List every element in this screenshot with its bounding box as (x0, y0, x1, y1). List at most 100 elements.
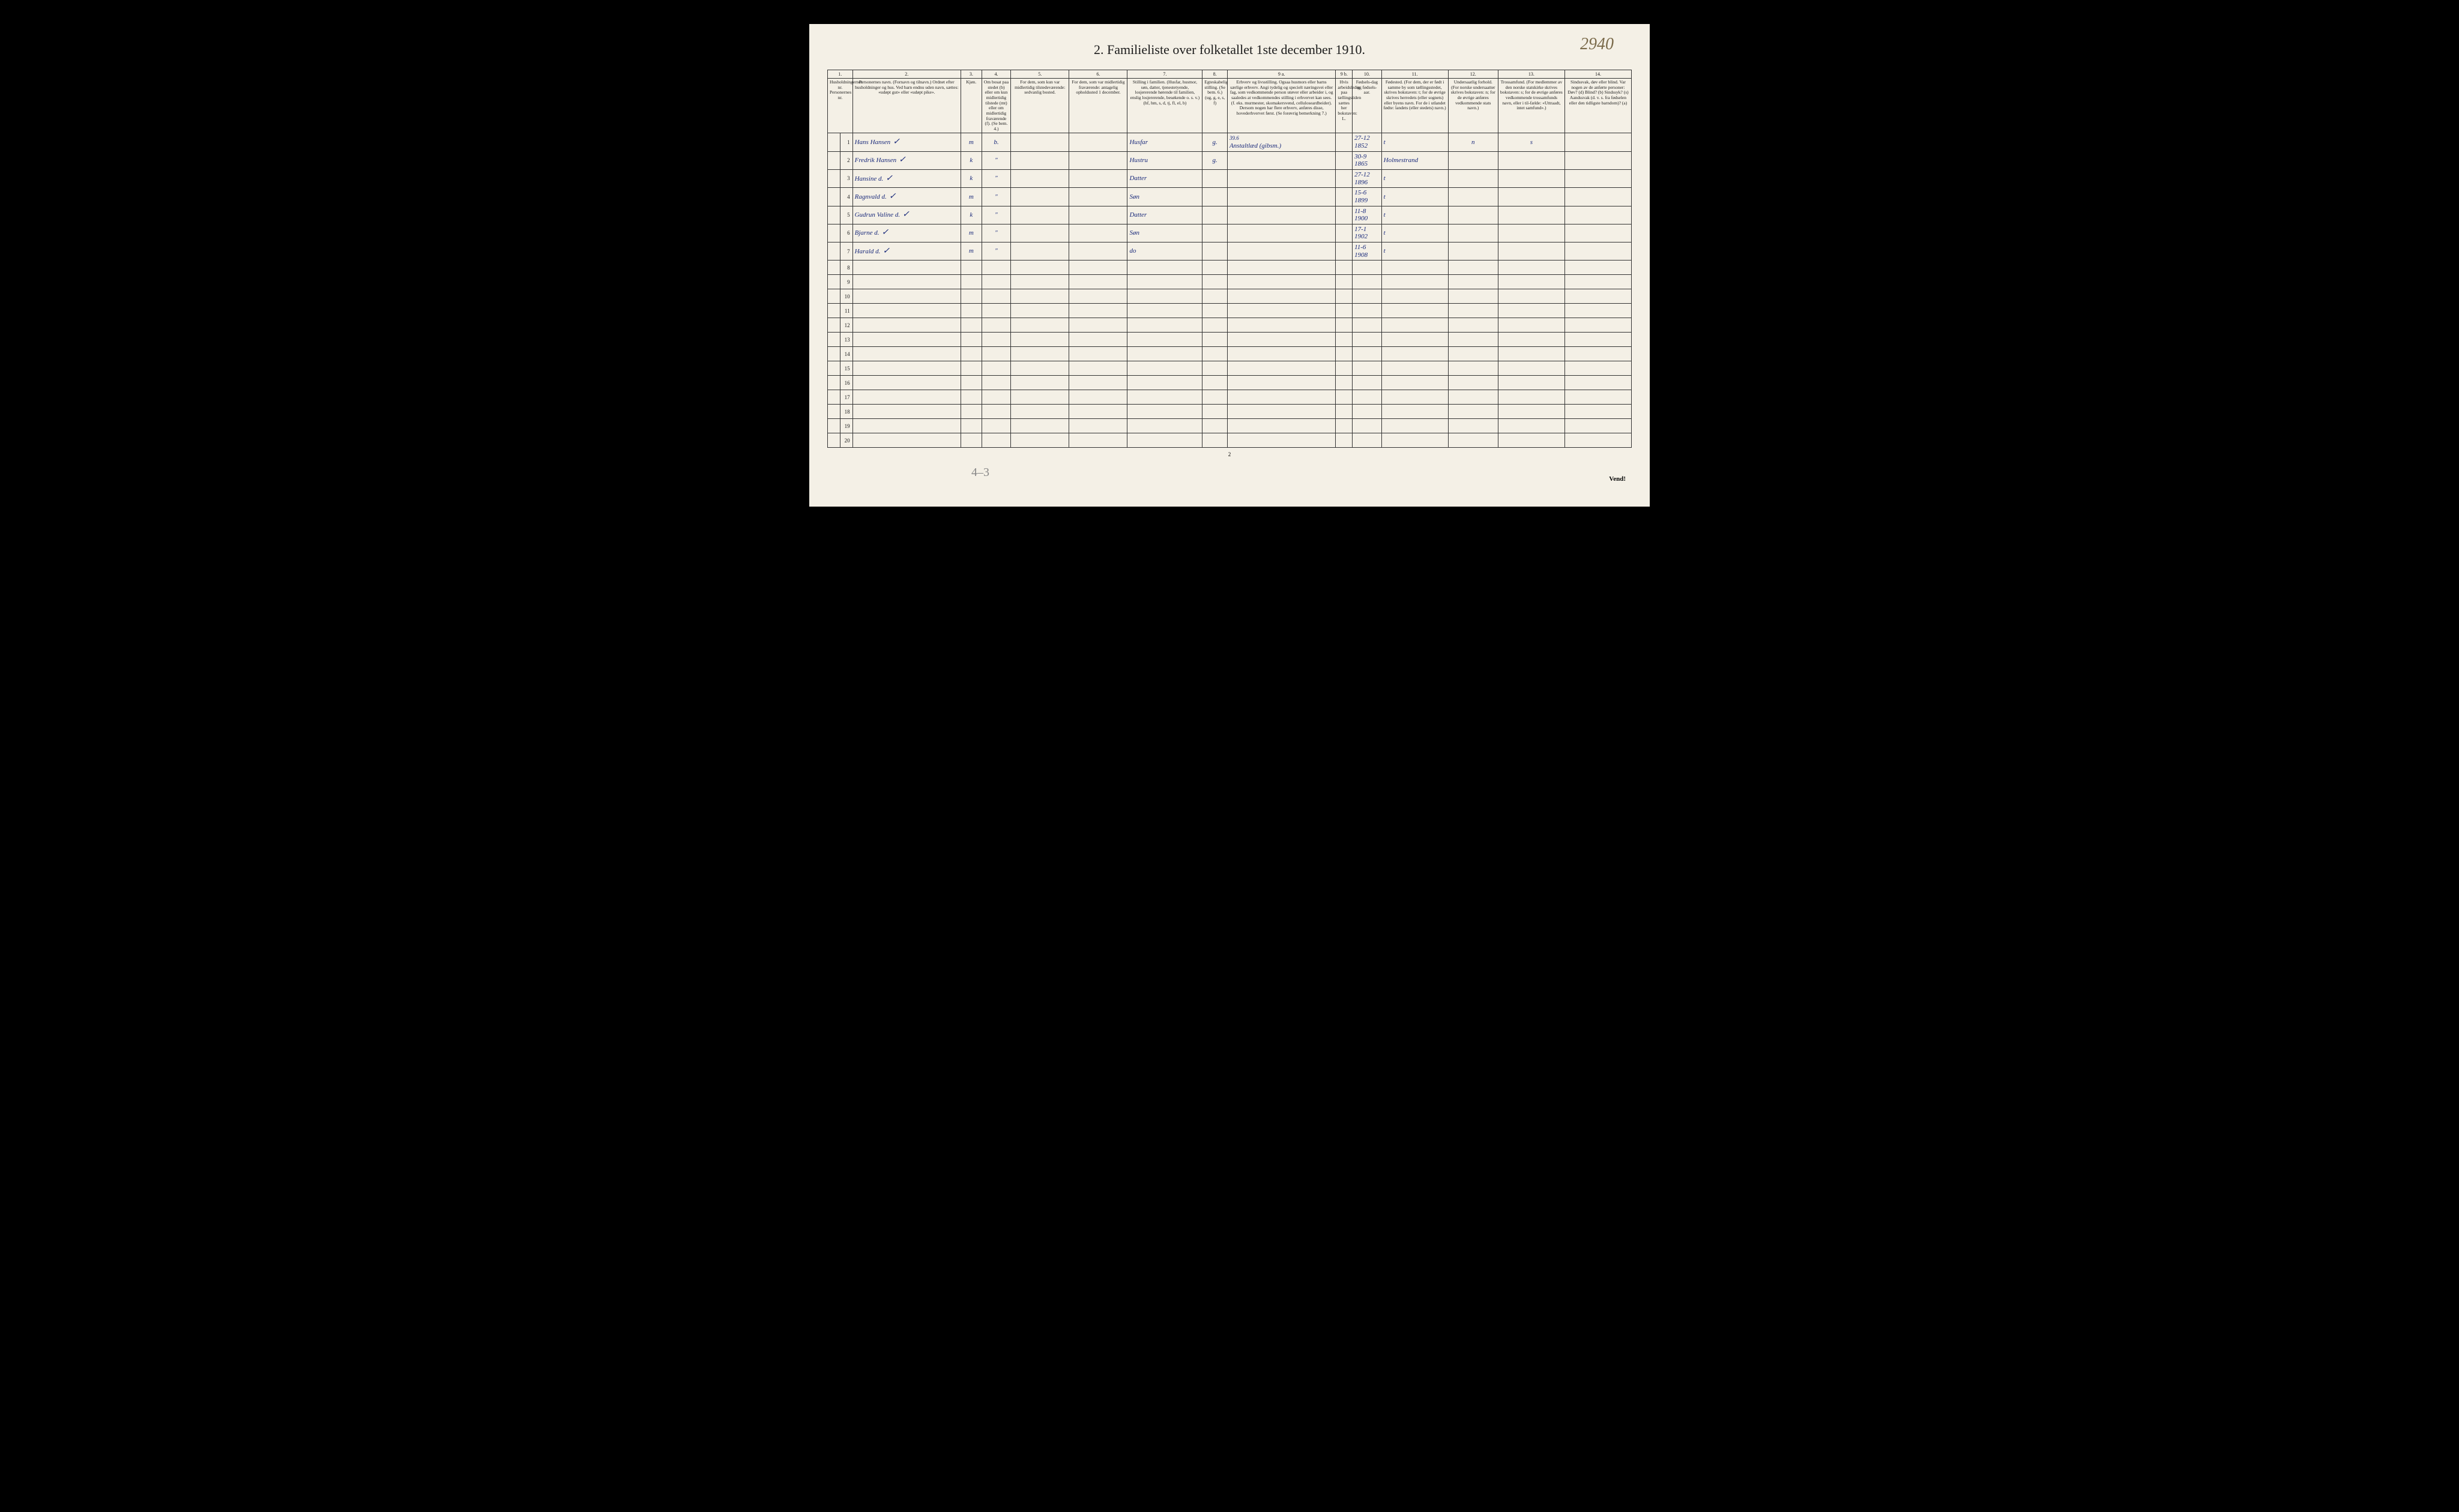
cell-fravaer (1069, 419, 1127, 433)
cell-person-num: 7 (840, 242, 852, 261)
cell-sind (1564, 390, 1631, 405)
cell-person-num: 14 (840, 347, 852, 361)
cell-sex (961, 318, 982, 333)
cell-person-num: 5 (840, 206, 852, 224)
cell-sex (961, 376, 982, 390)
cell-undersaat (1448, 275, 1498, 289)
cell-fodsel (1353, 405, 1382, 419)
cell-midlertidig (1011, 275, 1069, 289)
cell-tros (1498, 151, 1564, 169)
cell-undersaat (1448, 390, 1498, 405)
cell-midlertidig (1011, 289, 1069, 304)
cell-stilling: Husfar (1127, 133, 1202, 151)
cell-egteskap (1202, 304, 1228, 318)
cell-household-num (828, 170, 840, 188)
cell-resident (982, 361, 1011, 376)
cell-fodested (1381, 289, 1448, 304)
cell-sex: m (961, 242, 982, 261)
cell-fravaer (1069, 275, 1127, 289)
cell-name (852, 333, 961, 347)
cell-sind (1564, 242, 1631, 261)
cell-sex (961, 333, 982, 347)
table-row: 19 (828, 419, 1632, 433)
cell-fravaer (1069, 433, 1127, 448)
cell-egteskap (1202, 188, 1228, 206)
cell-undersaat (1448, 289, 1498, 304)
cell-sind (1564, 304, 1631, 318)
cell-erhverv (1227, 347, 1335, 361)
cell-fravaer (1069, 333, 1127, 347)
cell-name (852, 289, 961, 304)
cell-undersaat (1448, 242, 1498, 261)
cell-fravaer (1069, 224, 1127, 242)
cell-undersaat (1448, 170, 1498, 188)
cell-fodsel: 30-91865 (1353, 151, 1382, 169)
cell-midlertidig (1011, 261, 1069, 275)
cell-stilling (1127, 347, 1202, 361)
cell-sex: k (961, 170, 982, 188)
cell-household-num (828, 206, 840, 224)
cell-name: Harald d.✓ (852, 242, 961, 261)
table-row: 8 (828, 261, 1632, 275)
cell-midlertidig (1011, 419, 1069, 433)
cell-fodested (1381, 333, 1448, 347)
cell-midlertidig (1011, 188, 1069, 206)
cell-stilling (1127, 289, 1202, 304)
cell-sex: m (961, 224, 982, 242)
cell-egteskap (1202, 376, 1228, 390)
header-fravaer: For dem, som var midlertidig fraværende:… (1069, 79, 1127, 133)
cell-undersaat (1448, 206, 1498, 224)
cell-midlertidig (1011, 133, 1069, 151)
cell-sex: k (961, 151, 982, 169)
cell-name: Ragnvald d.✓ (852, 188, 961, 206)
cell-erhverv (1227, 419, 1335, 433)
header-num-6: 6. (1069, 70, 1127, 79)
cell-fodsel (1353, 361, 1382, 376)
cell-egteskap (1202, 289, 1228, 304)
cell-egteskap (1202, 361, 1228, 376)
cell-fodsel (1353, 433, 1382, 448)
cell-resident (982, 419, 1011, 433)
cell-midlertidig (1011, 405, 1069, 419)
header-midlertidig: For dem, som kun var midlertidig tilsted… (1011, 79, 1069, 133)
census-page: 2940 2. Familieliste over folketallet 1s… (809, 24, 1650, 507)
cell-sex (961, 261, 982, 275)
table-row: 13 (828, 333, 1632, 347)
table-row: 9 (828, 275, 1632, 289)
cell-arbeidsledig (1336, 419, 1353, 433)
cell-egteskap (1202, 318, 1228, 333)
header-num-4: 4. (982, 70, 1011, 79)
cell-sind (1564, 188, 1631, 206)
cell-tros (1498, 419, 1564, 433)
archive-number: 2940 (1580, 35, 1614, 54)
cell-arbeidsledig (1336, 433, 1353, 448)
header-undersaat: Undersaatlig forhold. (For norske unders… (1448, 79, 1498, 133)
cell-resident (982, 289, 1011, 304)
cell-erhverv (1227, 289, 1335, 304)
cell-midlertidig (1011, 333, 1069, 347)
header-arbeidsledig: Hvis arbeidsledig paa tællingstiden sætt… (1336, 79, 1353, 133)
cell-resident (982, 390, 1011, 405)
cell-erhverv (1227, 304, 1335, 318)
cell-person-num: 4 (840, 188, 852, 206)
cell-undersaat: n (1448, 133, 1498, 151)
cell-egteskap (1202, 261, 1228, 275)
cell-sex (961, 419, 982, 433)
cell-sex (961, 361, 982, 376)
cell-arbeidsledig (1336, 347, 1353, 361)
cell-resident (982, 304, 1011, 318)
cell-erhverv (1227, 333, 1335, 347)
cell-egteskap: g. (1202, 133, 1228, 151)
cell-person-num: 19 (840, 419, 852, 433)
cell-arbeidsledig (1336, 376, 1353, 390)
cell-fodsel (1353, 318, 1382, 333)
cell-arbeidsledig (1336, 361, 1353, 376)
cell-tros (1498, 188, 1564, 206)
cell-stilling: Hustru (1127, 151, 1202, 169)
cell-undersaat (1448, 224, 1498, 242)
cell-fodsel (1353, 333, 1382, 347)
header-num-10: 10. (1353, 70, 1382, 79)
cell-fodsel (1353, 390, 1382, 405)
cell-fodsel: 11-61908 (1353, 242, 1382, 261)
page-number: 2 (827, 451, 1632, 457)
